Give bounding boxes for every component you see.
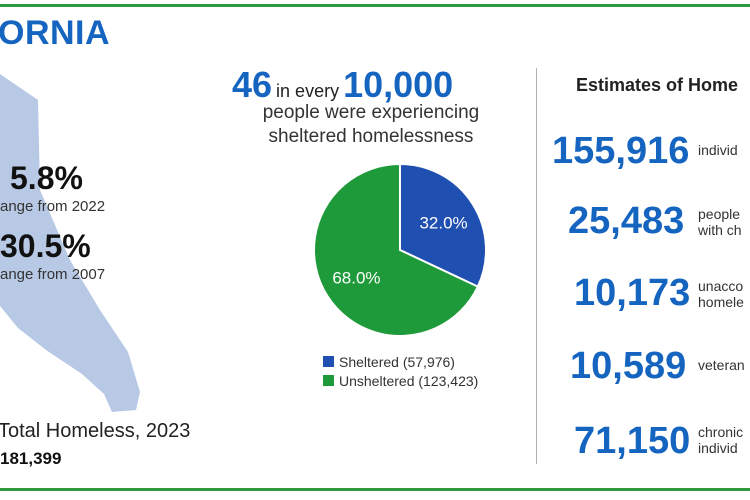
estimate-number: 155,916 xyxy=(552,130,690,172)
legend-swatch-unsheltered xyxy=(323,375,334,386)
legend-label-sheltered: Sheltered (57,976) xyxy=(339,353,455,370)
total-homeless-label: Total Homeless, 2023 xyxy=(0,420,191,442)
estimate-row-veterans: 10,589 veteran xyxy=(560,345,750,405)
estimate-desc-line1: people xyxy=(698,206,741,222)
estimate-row-families: 25,483 people with ch xyxy=(560,200,750,260)
estimate-desc-line2: with ch xyxy=(698,222,742,238)
estimate-desc-line1: unacco xyxy=(698,278,744,294)
estimate-number: 71,150 xyxy=(574,420,691,462)
state-title: ORNIA xyxy=(0,14,111,52)
estimate-row-chronic: 71,150 chronic individ xyxy=(560,420,750,480)
pie-label-sheltered: 32.0% xyxy=(419,213,467,232)
legend-label-unsheltered: Unsheltered (123,423) xyxy=(339,372,479,389)
legend-swatch-sheltered xyxy=(323,356,334,367)
change-2007-label: ange from 2007 xyxy=(0,266,106,283)
pie-label-unsheltered: 68.0% xyxy=(332,269,380,288)
top-border-line xyxy=(0,4,750,7)
change-2007-percent: 30.5% xyxy=(0,228,91,264)
change-2022-percent: 5.8% xyxy=(10,160,83,196)
estimate-desc-line1: chronic xyxy=(698,424,744,440)
legend-item-unsheltered: Unsheltered (123,423) xyxy=(323,371,478,390)
california-map-path xyxy=(0,74,140,412)
section-divider xyxy=(536,68,537,464)
rate-connector: in every xyxy=(276,81,340,101)
estimate-desc-line1: veteran xyxy=(698,357,745,373)
shelter-pie-chart: 32.0% 68.0% xyxy=(313,162,487,337)
pie-legend: Sheltered (57,976) Unsheltered (123,423) xyxy=(323,352,478,390)
estimate-number: 10,173 xyxy=(574,272,691,314)
california-map-shape xyxy=(0,74,140,412)
rate-denominator: 10,000 xyxy=(343,64,454,105)
pie-slice-unsheltered xyxy=(313,162,480,337)
rate-headline: 46 in every 10,000 xyxy=(232,64,502,106)
estimate-desc-line1: individ xyxy=(698,142,738,158)
bottom-border-line xyxy=(0,488,750,491)
estimates-title: Estimates of Home xyxy=(576,75,739,95)
change-2022-label: ange from 2022 xyxy=(0,198,106,215)
pie-slice-sheltered xyxy=(399,162,487,288)
estimate-row-unaccompanied: 10,173 unacco homele xyxy=(560,272,750,332)
total-homeless-value: 181,399 xyxy=(0,449,62,468)
estimate-desc-line2: individ xyxy=(698,440,738,456)
rate-subtitle-line1: people were experiencing xyxy=(262,102,480,123)
estimate-row-individuals: 155,916 individ xyxy=(552,130,750,190)
estimate-number: 10,589 xyxy=(570,345,687,387)
rate-subtitle-line2: sheltered homelessness xyxy=(268,126,474,147)
legend-item-sheltered: Sheltered (57,976) xyxy=(323,352,478,371)
estimate-number: 25,483 xyxy=(568,200,685,242)
rate-number: 46 xyxy=(232,64,273,105)
estimate-desc-line2: homele xyxy=(698,294,744,310)
